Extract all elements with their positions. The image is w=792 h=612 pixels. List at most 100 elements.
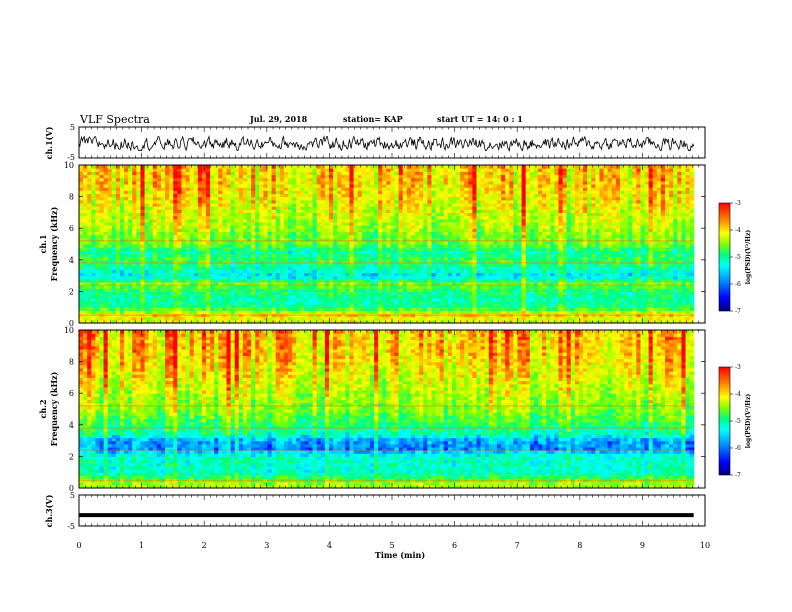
spectrogram-cell [169, 256, 174, 261]
spectrogram-cell [181, 300, 187, 305]
spectrogram-cell [165, 247, 170, 251]
spectrogram-cell [197, 250, 203, 255]
spectrogram-cell [132, 269, 137, 274]
spectrogram-cell [83, 269, 88, 274]
spectrogram-cell [201, 209, 207, 213]
spectrogram-cell [173, 272, 178, 277]
spectrogram-cell [99, 228, 105, 232]
spectrogram-cell [234, 319, 240, 324]
spectrogram-cell [201, 212, 207, 217]
spectrogram-cell [124, 206, 129, 210]
spectrogram-cell [107, 177, 113, 182]
spectrogram-cell [132, 300, 137, 305]
spectrogram-cell [181, 316, 187, 321]
spectrogram-cell [238, 231, 244, 236]
spectrogram-cell [230, 281, 236, 286]
spectrogram-cell [189, 199, 195, 204]
spectrogram-cell [169, 202, 174, 207]
spectrogram-cell [91, 253, 96, 258]
spectrogram-cell [160, 190, 166, 195]
spectrogram-cell [197, 212, 203, 217]
spectrogram-cell [181, 190, 187, 195]
spectrogram-cell [210, 240, 215, 245]
spectrogram-cell [218, 300, 224, 305]
spectrogram-cell [79, 165, 84, 169]
spectrogram-cell [177, 174, 183, 179]
spectrogram-cell [222, 316, 228, 321]
spectrogram-cell [173, 225, 178, 229]
spectrogram-cell [226, 209, 232, 213]
spectrogram-cell [193, 206, 199, 210]
spectrogram-cell [87, 262, 92, 267]
spectrogram-cell [103, 187, 109, 191]
spectrogram-cell [144, 300, 150, 305]
spectrogram-cell [124, 168, 129, 172]
spectrogram-cell [124, 256, 129, 261]
spectrogram-cell [128, 300, 133, 305]
spectrogram-cell [222, 180, 228, 185]
spectrogram-cell [119, 225, 125, 229]
spectrogram-cell [156, 259, 162, 264]
spectrogram-cell [119, 212, 125, 217]
spectrogram-cell [79, 244, 84, 248]
spectrogram-cell [160, 171, 166, 176]
spectrogram-cell [177, 285, 183, 289]
spectrogram-cell [230, 310, 236, 315]
spectrogram-cell [83, 297, 88, 302]
spectrogram-cell [132, 190, 137, 195]
spectrogram-cell [177, 180, 183, 185]
spectrogram-cell [148, 307, 154, 311]
spectrogram-cell [218, 294, 224, 299]
spectrogram-cell [79, 231, 84, 236]
spectrogram-cell [169, 231, 174, 236]
ch1-waveform-ylabel: ch.1(V) [44, 126, 54, 159]
spectrogram-cell [107, 256, 113, 261]
spectrogram-cell [111, 221, 117, 226]
spectrogram-cell [79, 228, 84, 232]
spectrogram-cell [193, 180, 199, 185]
spectrogram-cell [115, 206, 121, 210]
spectrogram-cell [95, 209, 101, 213]
spectrogram-cell [210, 215, 215, 220]
spectrogram-cell [189, 281, 195, 286]
spectrogram-cell [87, 218, 92, 223]
spectrogram-cell [226, 262, 232, 267]
spectrogram-cell [177, 310, 183, 315]
spectrogram-cell [87, 174, 92, 179]
spectrogram-cell [99, 262, 105, 267]
spectrogram-cell [197, 269, 203, 274]
spectrogram-cell [144, 253, 150, 258]
spectrogram-cell [185, 253, 191, 258]
spectrogram-cell [238, 234, 244, 239]
spectrogram-cell [156, 247, 162, 251]
spectrogram-cell [218, 218, 224, 223]
spectrogram-cell [226, 250, 232, 255]
spectrogram-cell [218, 307, 224, 311]
spectrogram-cell [185, 237, 191, 242]
spectrogram-cell [140, 272, 146, 277]
spectrogram-cell [185, 266, 191, 270]
spectrogram-cell [119, 240, 125, 245]
spectrogram-cell [201, 300, 207, 305]
spectrogram-cell [238, 262, 244, 267]
spectrogram-cell [152, 307, 158, 311]
spectrogram-cell [136, 319, 142, 324]
spectrogram-cell [152, 237, 158, 242]
spectrogram-cell [107, 253, 113, 258]
spectrogram-cell [107, 190, 113, 195]
spectrogram-cell [136, 256, 142, 261]
spectrogram-cell [83, 247, 88, 251]
spectrogram-cell [210, 234, 215, 239]
spectrogram-cell [238, 288, 244, 292]
spectrogram-cell [222, 174, 228, 179]
spectrogram-cell [201, 237, 207, 242]
spectrogram-cell [103, 215, 109, 220]
spectrogram-cell [103, 253, 109, 258]
spectrogram-cell [206, 228, 211, 232]
spectrogram-cell [169, 165, 174, 169]
spectrogram-cell [206, 288, 211, 292]
spectrogram-cell [128, 319, 133, 324]
spectrogram-cell [193, 300, 199, 305]
spectrogram-cell [128, 285, 133, 289]
spectrogram-cell [148, 234, 154, 239]
